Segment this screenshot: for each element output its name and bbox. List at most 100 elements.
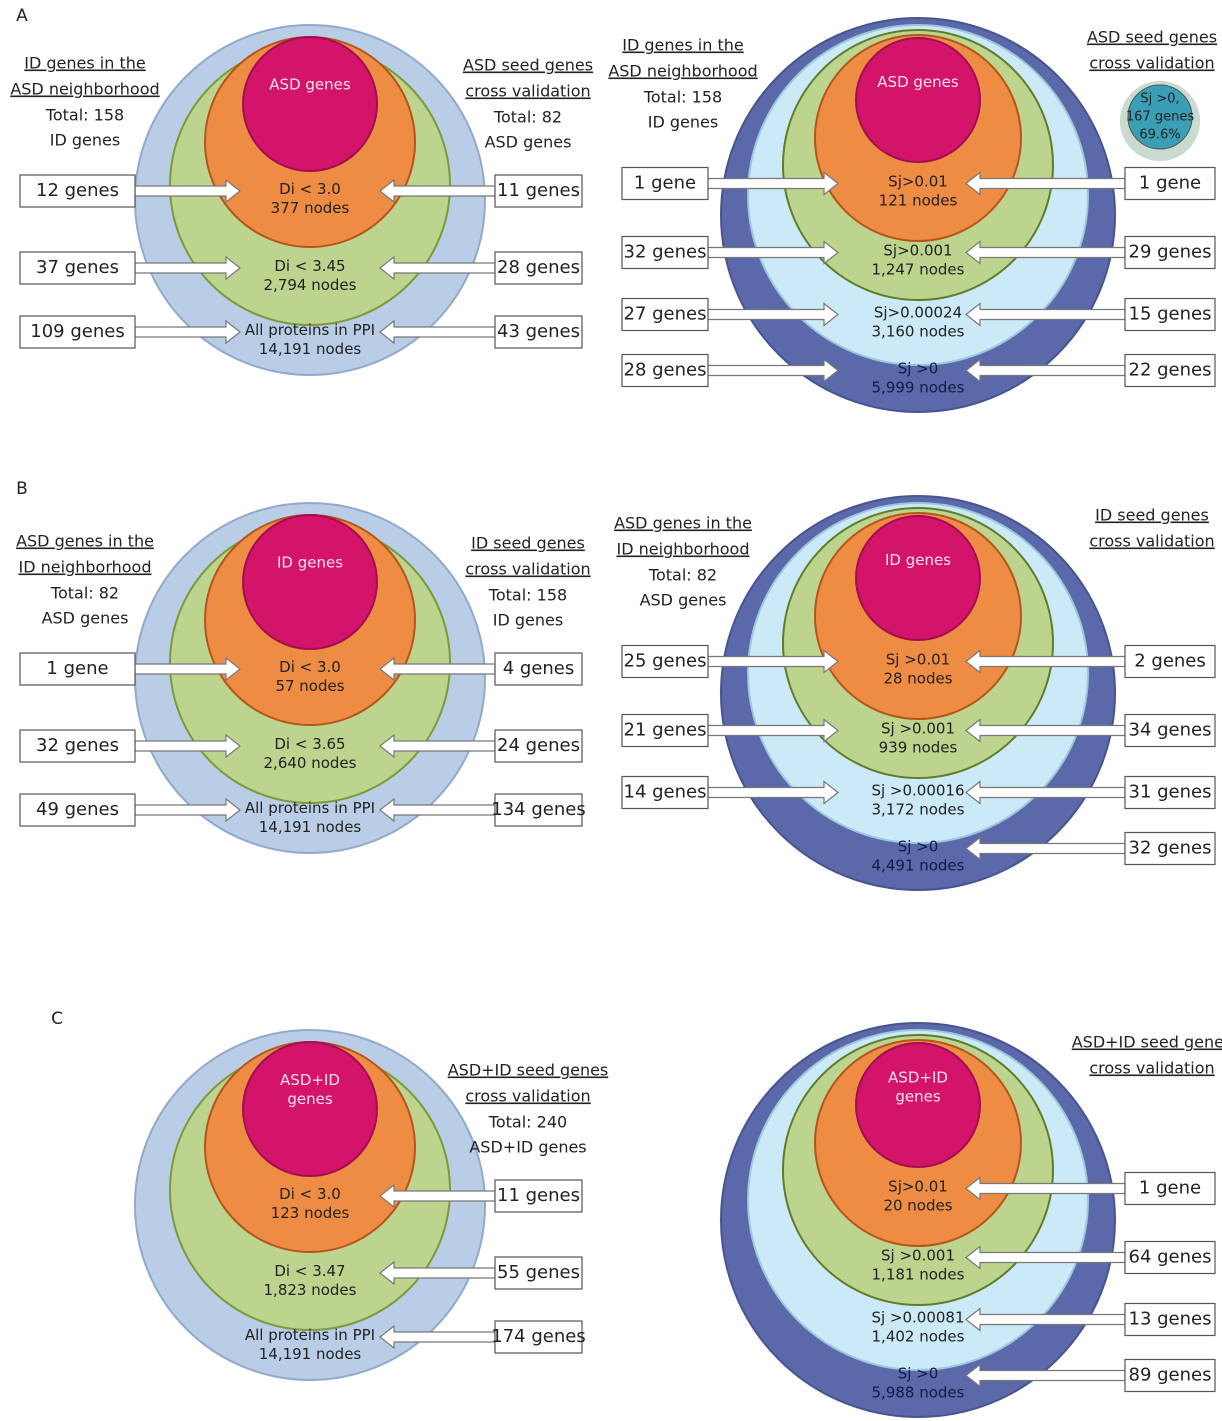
- ring-label: 939 nodes: [879, 739, 958, 757]
- ring-label: 14,191 nodes: [259, 818, 362, 836]
- ring-label: Di < 3.0: [279, 658, 341, 676]
- header-title: ASD genes in the: [614, 514, 752, 533]
- header-title: ID genes in the: [24, 54, 145, 73]
- ring-label: 14,191 nodes: [259, 340, 362, 358]
- gene-box: [494, 729, 583, 763]
- header-total: Total: 82: [50, 584, 119, 603]
- header-title: cross validation: [1089, 54, 1214, 73]
- gene-count: 31 genes: [1129, 782, 1212, 803]
- ring-label: 3,172 nodes: [872, 801, 965, 819]
- gene-box: [1124, 235, 1216, 270]
- arrow: [965, 1307, 1126, 1332]
- arrow: [707, 171, 839, 196]
- arrow: [707, 718, 839, 743]
- arrow: [965, 302, 1126, 327]
- header-total: ID genes: [648, 113, 718, 132]
- ring-label: Sj >0: [898, 1365, 939, 1383]
- ring-label: 1,247 nodes: [872, 261, 965, 279]
- gene-box: [19, 652, 136, 686]
- arrow: [707, 240, 839, 265]
- ring-label: ID genes: [885, 551, 951, 569]
- ring-label: Sj>0.01: [888, 1178, 948, 1196]
- gene-box: [19, 315, 136, 349]
- ring-label: Sj >0.001: [881, 720, 955, 738]
- header-title: ASD neighborhood: [10, 80, 159, 99]
- gene-box: [494, 1179, 583, 1213]
- arrow: [379, 733, 496, 759]
- gene-box: [1124, 1358, 1216, 1393]
- arrow: [965, 649, 1126, 674]
- header-title: cross validation: [465, 1087, 590, 1106]
- arrow: [965, 836, 1126, 861]
- ring-label: Sj >0.00016: [871, 782, 964, 800]
- gene-count: 1 gene: [1139, 173, 1201, 194]
- gene-count: 24 genes: [497, 735, 580, 756]
- header-total: Total: 158: [488, 586, 567, 605]
- ring-label: 2,640 nodes: [264, 754, 357, 772]
- ring-label: 28 nodes: [883, 670, 952, 688]
- ring-label: All proteins in PPI: [245, 321, 375, 339]
- gene-box: [621, 713, 709, 748]
- gene-box: [1124, 831, 1216, 866]
- gene-count: 22 genes: [1129, 360, 1212, 381]
- gene-count: 21 genes: [624, 720, 707, 741]
- arrow: [134, 797, 241, 823]
- gene-count: 27 genes: [624, 304, 707, 325]
- arrow: [134, 656, 241, 682]
- gene-count: 1 gene: [46, 658, 108, 679]
- gene-box: [621, 166, 709, 201]
- ring-label: genes: [287, 1090, 332, 1108]
- arrow: [379, 656, 496, 682]
- gene-count: 11 genes: [497, 1185, 580, 1206]
- gene-box: [494, 251, 583, 285]
- ring-label: Sj>0.01: [888, 173, 948, 191]
- arrow: [379, 1324, 496, 1350]
- header-total: ASD genes: [42, 609, 129, 628]
- header-total: Total: 240: [488, 1113, 567, 1132]
- arrow: [379, 797, 496, 823]
- header-total: ASD genes: [640, 591, 727, 610]
- ring: [242, 1041, 378, 1177]
- ring-label: 121 nodes: [879, 192, 958, 210]
- gene-count: 11 genes: [497, 180, 580, 201]
- ring-label: ASD genes: [877, 73, 959, 91]
- arrow: [134, 319, 241, 345]
- badge-text: 167 genes: [1126, 110, 1194, 125]
- ring-label: Di < 3.45: [274, 257, 345, 275]
- ring-label: Di < 3.0: [279, 180, 341, 198]
- ring-label: 3,160 nodes: [872, 323, 965, 341]
- ring-label: ASD+ID: [888, 1069, 948, 1087]
- arrow: [965, 240, 1126, 265]
- ring-label: Sj >0.00081: [871, 1309, 964, 1327]
- header-title: cross validation: [465, 560, 590, 579]
- header-title: ID seed genes: [1095, 506, 1209, 525]
- arrow: [965, 358, 1126, 383]
- gene-count: 29 genes: [1129, 242, 1212, 263]
- ring: [855, 1042, 981, 1168]
- header-title: ID seed genes: [471, 534, 585, 553]
- gene-count: 43 genes: [497, 321, 580, 342]
- ring-label: Di < 3.47: [274, 1262, 345, 1280]
- header-title: ASD genes in the: [16, 532, 154, 551]
- header-total: ASD+ID genes: [469, 1138, 586, 1157]
- gene-box: [494, 652, 583, 686]
- ring-label: Sj >0: [898, 838, 939, 856]
- ring-label: Sj >0.001: [881, 1247, 955, 1265]
- ring-label: ASD genes: [269, 76, 351, 94]
- header-title: ASD seed genes: [463, 56, 593, 75]
- ring-label: 5,988 nodes: [872, 1384, 965, 1402]
- ring-label: Sj >0: [898, 360, 939, 378]
- arrow: [965, 171, 1126, 196]
- gene-box: [19, 793, 136, 827]
- ring: [855, 515, 981, 641]
- gene-count: 49 genes: [36, 799, 119, 820]
- gene-box: [494, 1320, 583, 1354]
- ring-label: 1,402 nodes: [872, 1328, 965, 1346]
- header-total: Total: 82: [493, 108, 562, 127]
- gene-count: 14 genes: [624, 782, 707, 803]
- gene-box: [494, 793, 583, 827]
- ring-label: Di < 3.0: [279, 1185, 341, 1203]
- gene-box: [494, 315, 583, 349]
- ring-label: 14,191 nodes: [259, 1345, 362, 1363]
- ring-label: Sj>0.00024: [874, 304, 962, 322]
